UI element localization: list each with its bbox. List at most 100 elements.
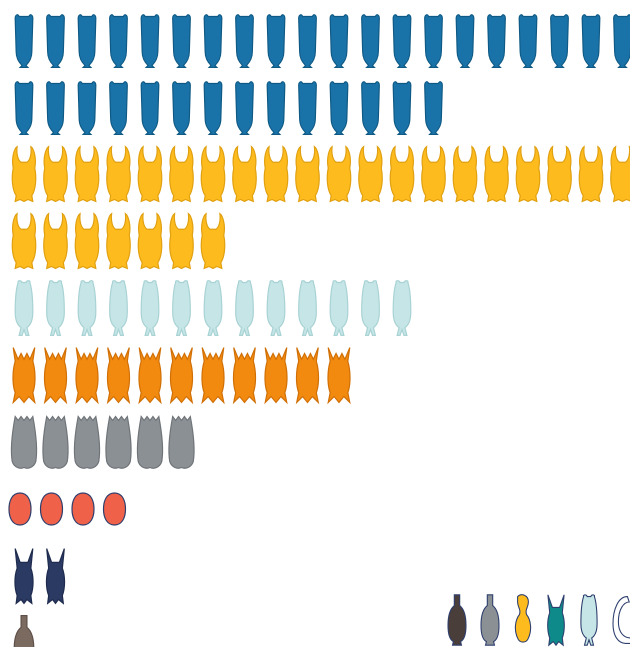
pictogram-icon-goblet <box>203 14 223 69</box>
pictogram-icon-horned <box>295 145 320 203</box>
pictogram-icon-horned <box>326 145 352 203</box>
pictogram-icon-goblet <box>329 14 349 69</box>
pictogram-icon-vase <box>329 280 349 337</box>
pictogram-icon-goblet <box>550 14 569 69</box>
pictogram-icon-vase <box>14 280 34 337</box>
pictogram-icon-vase <box>266 280 286 337</box>
pictogram-icon-goblet <box>109 14 128 69</box>
pictogram-icon-horned <box>200 212 226 270</box>
pictogram-icon-goblet <box>392 14 412 69</box>
pictogram-icon-vase <box>235 280 254 337</box>
pictogram-icon-vase <box>140 280 160 337</box>
pictogram-icon-goblet <box>266 14 286 69</box>
pictogram-icon-horned <box>358 145 383 203</box>
pictogram-icon-goblet <box>298 14 317 69</box>
pictogram-icon-oval <box>39 492 64 526</box>
pictogram-icon-horned <box>106 212 131 270</box>
pictogram-icon-vase <box>298 280 317 337</box>
pictogram-icon-horned <box>169 145 194 203</box>
pictogram-icon-spiked <box>75 347 99 405</box>
pictogram-icon-blob <box>136 415 164 469</box>
pictogram-icon-horned <box>200 145 226 203</box>
pictogram-icon-horned <box>263 145 289 203</box>
pictogram-icon-horned <box>137 212 163 270</box>
pictogram-icon-spiked <box>264 347 288 405</box>
pictogram-icon-goblet <box>298 81 317 136</box>
pictogram-icon-goblet <box>46 14 65 69</box>
pictogram-icon-goblet <box>613 14 630 69</box>
pictogram-icon-goblet <box>172 81 191 136</box>
pictogram-icon-goblet <box>361 81 380 136</box>
pictogram-icon-vase <box>203 280 223 337</box>
pictogram-icon-horned <box>169 212 194 270</box>
pictogram-icon-vase <box>361 280 380 337</box>
pictogram-icon-antler <box>45 548 66 605</box>
pictogram-icon-goblet <box>140 81 160 136</box>
pictogram-icon-goblet <box>487 14 506 69</box>
pictogram-icon-spiked <box>169 347 194 405</box>
pictogram-icon-horned <box>74 145 100 203</box>
pictogram-icon-goblet <box>77 14 97 69</box>
pictogram-icon-horned <box>232 145 257 203</box>
pictogram-icon-oval <box>71 492 95 526</box>
pictogram-icon-spiked <box>327 347 351 405</box>
pictogram-icon-bottle <box>13 614 35 647</box>
legend-icon-ring <box>514 594 532 643</box>
pictogram-icon-horned <box>547 145 572 203</box>
pictogram-icon-horned <box>610 145 630 203</box>
pictogram-icon-goblet <box>14 14 34 69</box>
pictogram-icon-spiked <box>43 347 68 405</box>
pictogram-icon-goblet <box>518 14 538 69</box>
pictogram-icon-horned <box>421 145 446 203</box>
pictogram-icon-spiked <box>12 347 36 405</box>
pictogram-icon-goblet <box>455 14 475 69</box>
pictogram-icon-horned <box>11 145 37 203</box>
pictogram-icon-goblet <box>424 81 443 136</box>
pictogram-icon-goblet <box>46 81 65 136</box>
pictogram-icon-vase <box>109 280 128 337</box>
pictogram-icon-oval <box>8 492 32 526</box>
pictogram-icon-goblet <box>329 81 349 136</box>
pictogram-icon-horned <box>515 145 541 203</box>
pictogram-icon-horned <box>43 212 68 270</box>
pictogram-icon-horned <box>11 212 37 270</box>
pictogram-icon-vase <box>392 280 412 337</box>
pictogram-icon-horned <box>137 145 163 203</box>
pictogram-icon-goblet <box>203 81 223 136</box>
pictogram-icon-spiked <box>106 347 131 405</box>
legend-icon-curl <box>612 596 630 644</box>
pictogram-icon-goblet <box>235 81 254 136</box>
pictogram-icon-oval <box>102 492 127 526</box>
pictogram-icon-vase <box>77 280 97 337</box>
pictogram-icon-horned <box>578 145 604 203</box>
legend-icon-antler <box>547 594 565 647</box>
pictogram-icon-blob <box>105 415 132 469</box>
pictogram-icon-spiked <box>232 347 257 405</box>
pictogram-icon-goblet <box>581 14 601 69</box>
pictogram-icon-horned <box>106 145 131 203</box>
pictogram-icon-goblet <box>392 81 412 136</box>
pictogram-icon-goblet <box>140 14 160 69</box>
pictogram-icon-horned <box>43 145 68 203</box>
legend-icon-bottle <box>447 594 467 646</box>
pictogram-icon-blob <box>73 415 101 469</box>
pictogram-icon-goblet <box>109 81 128 136</box>
pictogram-icon-goblet <box>172 14 191 69</box>
pictogram-icon-horned <box>484 145 509 203</box>
pictogram-icon-vase <box>172 280 191 337</box>
pictogram-icon-goblet <box>266 81 286 136</box>
pictogram-icon-horned <box>389 145 415 203</box>
pictogram-icon-blob <box>42 415 69 469</box>
pictogram-icon-spiked <box>201 347 225 405</box>
pictogram-icon-vase <box>46 280 65 337</box>
pictogram-icon-goblet <box>361 14 380 69</box>
pictogram-icon-spiked <box>295 347 320 405</box>
pictogram-icon-blob <box>10 415 38 469</box>
pictogram-icon-horned <box>74 212 100 270</box>
legend-icon-vase <box>580 594 598 646</box>
pictogram-icon-goblet <box>14 81 34 136</box>
pictogram-icon-goblet <box>77 81 97 136</box>
pictogram-icon-goblet <box>235 14 254 69</box>
pictogram-icon-goblet <box>424 14 443 69</box>
